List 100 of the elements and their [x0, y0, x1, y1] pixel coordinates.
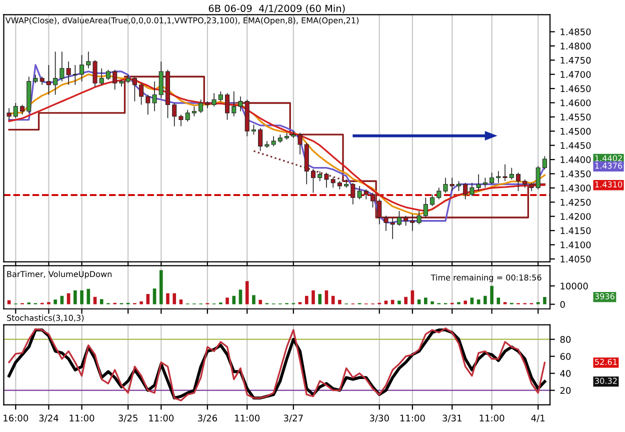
y-tick-label: 1.4850 — [560, 28, 591, 36]
y-tick-label: 1.4350 — [560, 170, 591, 178]
y-tick-label: 1.4200 — [560, 213, 591, 220]
y-tick-label: 60 — [560, 353, 571, 360]
candlestick — [60, 51, 64, 82]
candlestick — [370, 192, 376, 208]
candlestick — [482, 177, 488, 188]
candlestick — [271, 136, 276, 147]
bar — [226, 298, 229, 304]
candlestick — [146, 94, 150, 116]
candlestick — [185, 109, 190, 122]
bar — [404, 296, 408, 304]
candlestick — [463, 182, 468, 200]
bar — [74, 290, 77, 304]
candlestick — [443, 177, 448, 194]
y-tick-label: 1.4400 — [560, 156, 591, 164]
bar — [410, 290, 414, 304]
x-tick-label: 3/27 — [284, 414, 303, 422]
text: 1.4402 — [595, 155, 622, 162]
candlestick — [258, 128, 263, 152]
bar — [238, 290, 242, 304]
y-tick-label: 1.4150 — [560, 227, 591, 234]
candlestick — [390, 217, 395, 240]
candlestick — [423, 197, 428, 218]
candlestick — [502, 164, 508, 182]
bar — [496, 298, 500, 304]
bar — [86, 288, 90, 304]
bar — [7, 300, 11, 304]
candlestick — [470, 182, 474, 196]
candlestick — [132, 76, 137, 102]
annotation: Time remaining = 00:18:56 — [430, 274, 542, 282]
y-tick-label: 80 — [560, 336, 571, 343]
bar — [484, 296, 487, 304]
candlestick — [106, 69, 110, 80]
bar — [60, 296, 64, 304]
y-tick-label: 1.4450 — [560, 142, 591, 149]
candlestick — [172, 102, 177, 127]
text: 1.4310 — [595, 181, 622, 188]
candlestick — [232, 90, 236, 117]
bar — [318, 294, 322, 304]
candlestick — [384, 215, 388, 232]
y-tick-label: 1.4050 — [560, 256, 591, 263]
candlestick — [198, 99, 204, 114]
x-tick-label: 11:00 — [400, 414, 425, 422]
y-tick-label: 20 — [560, 387, 571, 394]
candlestick — [430, 194, 435, 207]
candlestick — [53, 51, 58, 96]
bar — [304, 296, 308, 304]
candlestick — [404, 215, 408, 226]
candlestick — [436, 187, 442, 200]
x-tick-label: 3/26 — [198, 414, 218, 422]
candlestick — [396, 210, 402, 226]
bar — [398, 300, 401, 304]
bar — [80, 290, 84, 304]
candlestick — [46, 64, 51, 96]
bar — [140, 301, 143, 304]
candlestick — [92, 60, 98, 87]
bar — [543, 297, 546, 304]
y-tick-label: 1.4500 — [560, 128, 591, 135]
x-tick-label: 4/1 — [531, 414, 545, 422]
candlestick — [377, 198, 382, 225]
candlestick — [318, 170, 322, 182]
candlestick — [178, 114, 184, 127]
candlestick — [218, 90, 223, 102]
bar — [66, 293, 70, 304]
y-tick-label: 10000 — [560, 282, 588, 290]
bar — [159, 270, 163, 304]
candlestick — [476, 174, 481, 192]
y-tick-label: 1.4550 — [560, 114, 591, 120]
candlestick — [99, 68, 104, 86]
bar — [172, 293, 176, 304]
candlestick — [72, 64, 78, 86]
x-tick-label: 3/24 — [39, 414, 58, 422]
bar — [252, 295, 256, 304]
text: 3936 — [595, 293, 614, 300]
candlestick — [509, 167, 514, 180]
y-tick-label: 1.4100 — [560, 241, 591, 248]
candlestick — [152, 81, 157, 112]
bar — [424, 298, 428, 304]
bar — [470, 298, 474, 304]
y-tick-label: 0 — [560, 301, 565, 308]
x-tick-label: 16:00 — [4, 414, 28, 422]
candlestick — [6, 108, 12, 120]
bar — [331, 296, 335, 304]
text: BarTimer, VolumeUpDown — [7, 270, 112, 279]
bar — [245, 281, 249, 304]
bar — [390, 300, 394, 304]
y-tick-label: 1.4700 — [560, 71, 591, 78]
y-tick-label: 1.4800 — [560, 42, 591, 50]
chart-subtitle: VWAP(Close), dValueArea(True,0,0,0.01,1,VWTPO,23,100), EMA(Open,8), EMA(Open,21) — [5, 17, 359, 25]
x-tick-label: 11:00 — [149, 414, 174, 422]
candlestick — [324, 172, 329, 188]
candlestick — [225, 92, 230, 120]
candlestick — [139, 82, 144, 106]
bar — [417, 300, 421, 304]
candlestick — [212, 92, 216, 107]
bar — [384, 300, 388, 304]
bar — [100, 299, 104, 304]
chart-title: 6B 06-09 4/1/2009 (60 Min) — [208, 4, 345, 14]
bar — [476, 300, 480, 304]
